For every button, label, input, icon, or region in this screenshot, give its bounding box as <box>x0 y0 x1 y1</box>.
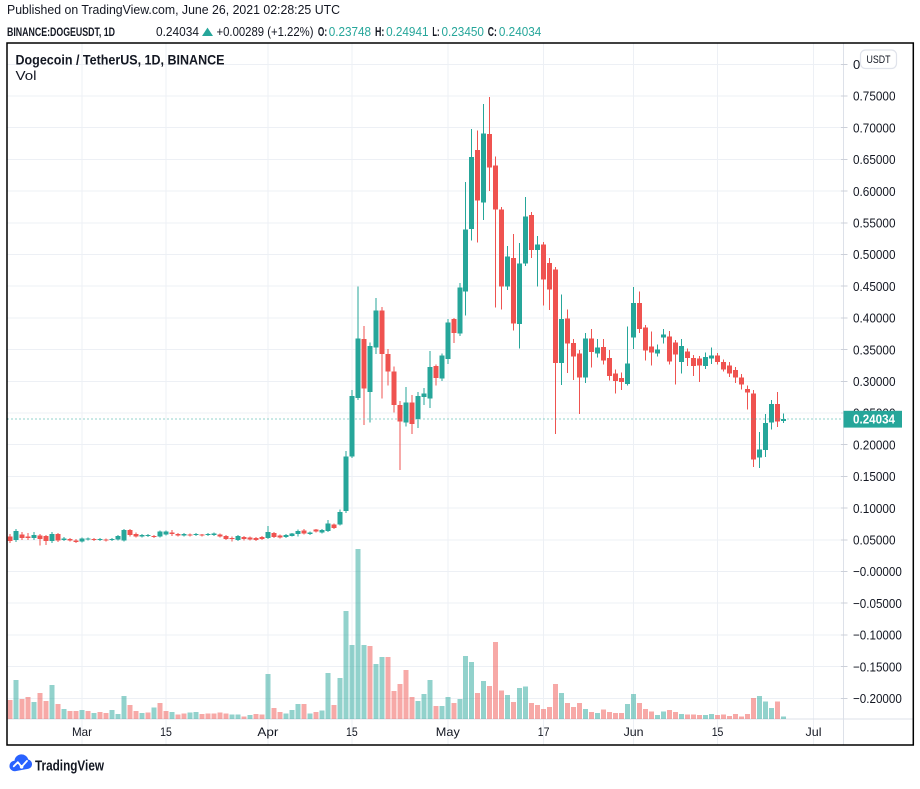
svg-text:0.05000: 0.05000 <box>853 533 896 548</box>
svg-text:−0.05000: −0.05000 <box>853 596 902 611</box>
svg-text:−0.00000: −0.00000 <box>853 564 902 579</box>
svg-text:0.75000: 0.75000 <box>853 89 896 104</box>
svg-text:15: 15 <box>346 725 358 739</box>
svg-text:0.24034: 0.24034 <box>156 25 199 39</box>
svg-text:0.30000: 0.30000 <box>853 374 896 389</box>
svg-text:O:: O: <box>318 25 327 39</box>
svg-text:0.20000: 0.20000 <box>853 437 896 452</box>
svg-text:0.50000: 0.50000 <box>853 247 896 262</box>
svg-text:−0.15000: −0.15000 <box>853 659 902 674</box>
svg-text:0.24034: 0.24034 <box>853 412 896 427</box>
svg-text:0.40000: 0.40000 <box>853 311 896 326</box>
svg-text:0.24034: 0.24034 <box>499 25 541 39</box>
svg-text:0.65000: 0.65000 <box>853 152 896 167</box>
svg-text:H:: H: <box>375 25 384 39</box>
svg-text:0.10000: 0.10000 <box>853 501 896 516</box>
svg-text:0.60000: 0.60000 <box>853 184 896 199</box>
svg-text:May: May <box>436 725 460 739</box>
svg-text:Jun: Jun <box>624 725 644 739</box>
svg-text:15: 15 <box>160 725 172 739</box>
svg-text:Apr: Apr <box>257 725 278 739</box>
svg-text:−0.20000: −0.20000 <box>853 691 902 706</box>
svg-text:0: 0 <box>853 57 860 72</box>
svg-text:Published on TradingView.com,: Published on TradingView.com, June 26, 2… <box>7 2 340 17</box>
svg-text:C:: C: <box>488 25 497 39</box>
svg-text:Jul: Jul <box>806 725 822 739</box>
svg-text:Mar: Mar <box>72 725 92 739</box>
svg-text:0.23450: 0.23450 <box>442 25 484 39</box>
svg-text:0.35000: 0.35000 <box>853 342 896 357</box>
svg-text:USDT: USDT <box>867 54 891 66</box>
svg-text:0.70000: 0.70000 <box>853 120 896 135</box>
svg-text:0.45000: 0.45000 <box>853 279 896 294</box>
svg-text:17: 17 <box>538 725 550 739</box>
svg-text:L:: L: <box>432 25 439 39</box>
svg-text:BINANCE:DOGEUSDT, 1D: BINANCE:DOGEUSDT, 1D <box>7 25 115 39</box>
svg-text:+0.00289 (+1.22%): +0.00289 (+1.22%) <box>217 25 314 39</box>
svg-text:Vol: Vol <box>16 68 37 83</box>
svg-text:Dogecoin / TetherUS, 1D, BINAN: Dogecoin / TetherUS, 1D, BINANCE <box>16 52 225 68</box>
svg-text:0.55000: 0.55000 <box>853 216 896 231</box>
svg-text:0.24941: 0.24941 <box>386 25 428 39</box>
svg-text:TradingView: TradingView <box>35 758 105 774</box>
svg-text:−0.10000: −0.10000 <box>853 628 902 643</box>
svg-text:0.15000: 0.15000 <box>853 469 896 484</box>
svg-text:0.23748: 0.23748 <box>329 25 371 39</box>
svg-text:15: 15 <box>712 725 724 739</box>
